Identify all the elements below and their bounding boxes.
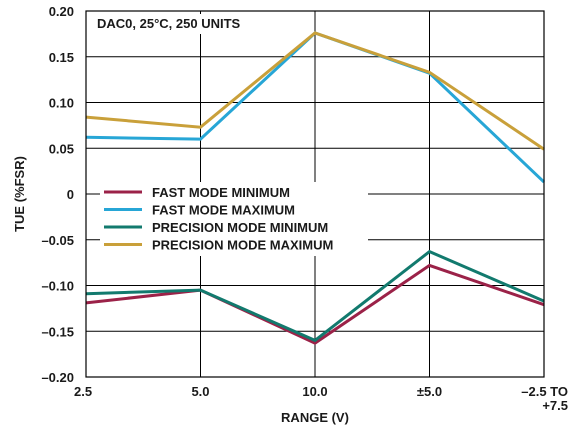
y-tick-label: 0 (67, 187, 74, 202)
chart-annotation: DAC0, 25°C, 250 UNITS (97, 16, 241, 31)
legend: FAST MODE MINIMUM FAST MODE MAXIMUM PRECIS… (104, 185, 333, 253)
x-tick-label: +7.5 (542, 398, 568, 413)
series-lines (85, 31, 546, 345)
legend-label-fast-mode-maximum: FAST MODE MAXIMUM (152, 203, 295, 218)
series-line-fast-mode-minimum (85, 263, 545, 345)
y-tick-label: –0.20 (41, 370, 74, 385)
y-tick-labels: 0.20 0.15 0.10 0.05 0 –0.05 –0.10 –0.15 –0.20 (41, 4, 74, 385)
y-axis-title: TUE (%FSR) (12, 156, 27, 232)
legend-label-precision-mode-maximum: PRECISION MODE MAXIMUM (152, 238, 333, 253)
x-tick-label: 2.5 (74, 384, 92, 399)
legend-label-precision-mode-minimum: PRECISION MODE MINIMUM (152, 220, 328, 235)
y-tick-label: –0.05 (41, 233, 74, 248)
series-line-precision-mode-maximum (85, 31, 545, 151)
x-tick-labels: 2.5 5.0 10.0 ±5.0 –2.5 TO+7.5 (74, 384, 568, 413)
plot-frame (85, 10, 545, 378)
x-tick-label: 5.0 (191, 384, 209, 399)
series-line-precision-mode-minimum (85, 249, 545, 343)
y-tick-label: 0.15 (49, 50, 74, 65)
x-tick-label: ±5.0 (417, 384, 442, 399)
legend-label-fast-mode-minimum: FAST MODE MINIMUM (152, 185, 290, 200)
annotation-background (92, 14, 272, 34)
x-tick-label: –2.5 TO (521, 384, 568, 399)
x-tick-label: 10.0 (302, 384, 327, 399)
y-tick-label: 0.05 (49, 141, 74, 156)
y-tick-label: 0.20 (49, 4, 74, 19)
x-axis-title: RANGE (V) (281, 410, 349, 425)
y-tick-label: –0.10 (41, 279, 74, 294)
y-tick-label: –0.15 (41, 324, 74, 339)
y-tick-label: 0.10 (49, 96, 74, 111)
legend-background (100, 182, 368, 256)
